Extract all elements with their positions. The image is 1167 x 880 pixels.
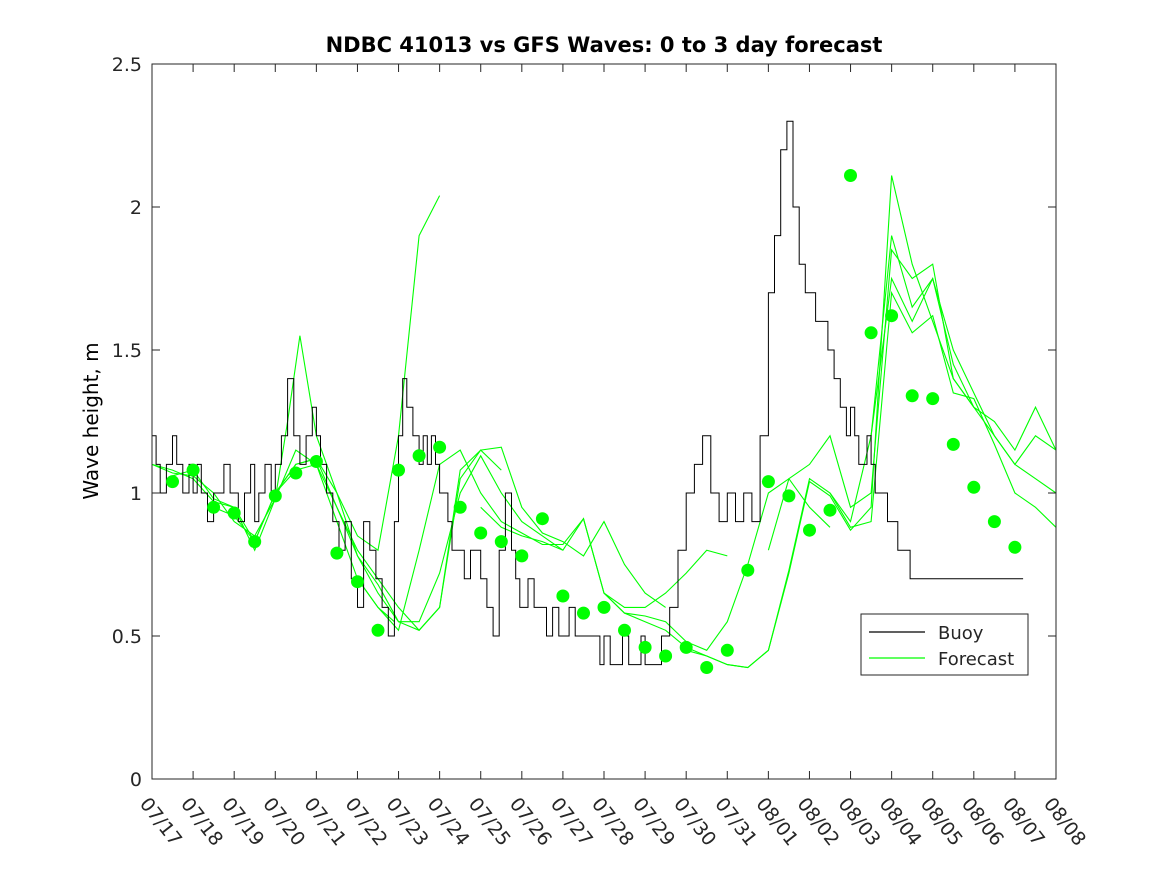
forecast-point-marker	[433, 440, 447, 454]
forecast-point-marker	[761, 475, 775, 489]
forecast-point-marker	[412, 449, 426, 463]
forecast-point-marker	[823, 503, 837, 517]
forecast-point-marker	[227, 506, 241, 520]
y-tick-label: 2.5	[112, 54, 142, 76]
forecast-point-marker	[351, 575, 364, 589]
forecast-point-marker	[330, 546, 344, 560]
chart-title: NDBC 41013 vs GFS Waves: 0 to 3 day fore…	[326, 33, 883, 57]
forecast-point-marker	[166, 475, 179, 489]
forecast-point-marker	[967, 480, 981, 494]
forecast-point-marker	[392, 463, 405, 477]
forecast-point-marker	[453, 500, 467, 514]
y-tick-label: 0.5	[112, 626, 142, 648]
y-axis-label: Wave height, m	[79, 342, 103, 499]
y-tick-label: 0	[130, 769, 142, 791]
forecast-run-line-7	[480, 477, 831, 651]
forecast-point-marker	[207, 500, 221, 514]
forecast-point-marker	[720, 643, 734, 657]
forecast-point-marker	[309, 455, 323, 468]
forecast-point-marker	[535, 512, 549, 526]
legend-label-forecast: Forecast	[938, 649, 1014, 670]
forecast-point-marker	[926, 392, 940, 406]
legend: Buoy Forecast	[860, 613, 1029, 676]
forecast-run-line-6	[357, 449, 728, 632]
forecast-point-marker	[371, 623, 385, 637]
forecast-point-marker	[268, 489, 282, 503]
forecast-point-marker	[556, 589, 570, 603]
forecast-point-marker	[248, 535, 262, 549]
forecast-run-line-11	[829, 235, 1057, 523]
forecast-point-marker	[659, 649, 673, 663]
forecast-point-marker	[844, 169, 857, 182]
forecast-point-marker	[679, 640, 693, 654]
forecast-point-marker	[186, 463, 200, 477]
forecast-run-line-9	[686, 290, 1057, 669]
forecast-point-marker	[515, 549, 529, 563]
forecast-point-marker	[577, 606, 590, 620]
forecast-point-marker	[289, 466, 303, 480]
legend-box	[860, 613, 1029, 676]
forecast-point-marker	[782, 489, 796, 503]
forecast-point-marker	[494, 535, 508, 549]
legend-label-buoy: Buoy	[938, 623, 984, 644]
forecast-run-line-8	[603, 175, 975, 669]
forecast-point-marker	[597, 600, 611, 614]
forecast-point-marker	[905, 389, 919, 403]
forecast-point-marker	[864, 326, 878, 340]
forecast-point-marker	[618, 623, 631, 637]
forecast-point-marker	[1008, 540, 1022, 554]
y-tick-label: 2	[130, 197, 142, 219]
y-tick-label: 1.5	[112, 340, 142, 362]
forecast-point-marker	[700, 661, 714, 674]
forecast-point-marker	[885, 309, 899, 323]
forecast-point-marker	[741, 563, 755, 577]
forecast-point-marker	[803, 523, 816, 537]
plot-area	[151, 120, 1057, 674]
forecast-point-marker	[638, 640, 652, 654]
y-tick-label: 1	[130, 483, 142, 505]
forecast-run-line-12	[870, 276, 1057, 494]
forecast-point-marker	[474, 526, 488, 540]
forecast-point-marker	[946, 437, 960, 451]
forecast-run-line-5	[274, 446, 666, 632]
forecast-point-marker	[987, 515, 1001, 529]
